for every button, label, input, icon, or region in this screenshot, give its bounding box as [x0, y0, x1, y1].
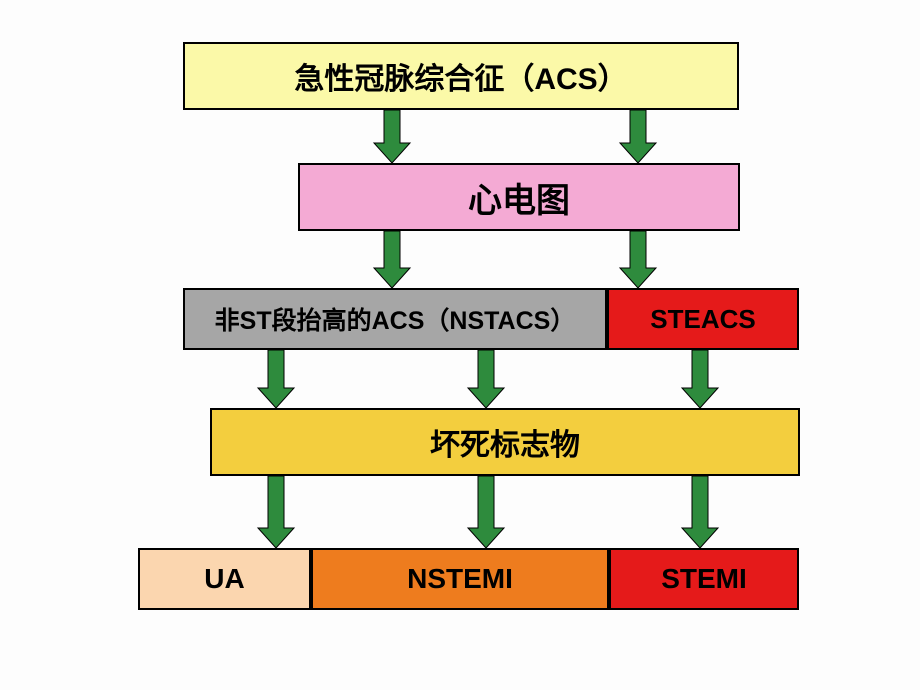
node-ua: UA — [138, 548, 311, 610]
arrow-down-icon — [620, 231, 656, 288]
node-acs: 急性冠脉综合征（ACS） — [183, 42, 739, 110]
arrow-down-icon — [620, 110, 656, 163]
arrow-down-icon — [258, 476, 294, 548]
node-necrosis-marker: 坏死标志物 — [210, 408, 800, 476]
node-nstacs: 非ST段抬高的ACS（NSTACS） — [183, 288, 607, 350]
node-nstemi: NSTEMI — [311, 548, 609, 610]
arrow-down-icon — [374, 110, 410, 163]
node-steacs: STEACS — [607, 288, 799, 350]
arrow-down-icon — [468, 476, 504, 548]
node-stemi: STEMI — [609, 548, 799, 610]
flowchart-stage: 急性冠脉综合征（ACS） 心电图 非ST段抬高的ACS（NSTACS） STEA… — [0, 0, 920, 690]
arrow-down-icon — [682, 350, 718, 408]
arrow-down-icon — [374, 231, 410, 288]
arrow-down-icon — [468, 350, 504, 408]
node-ecg: 心电图 — [298, 163, 740, 231]
arrow-down-icon — [258, 350, 294, 408]
arrow-down-icon — [682, 476, 718, 548]
